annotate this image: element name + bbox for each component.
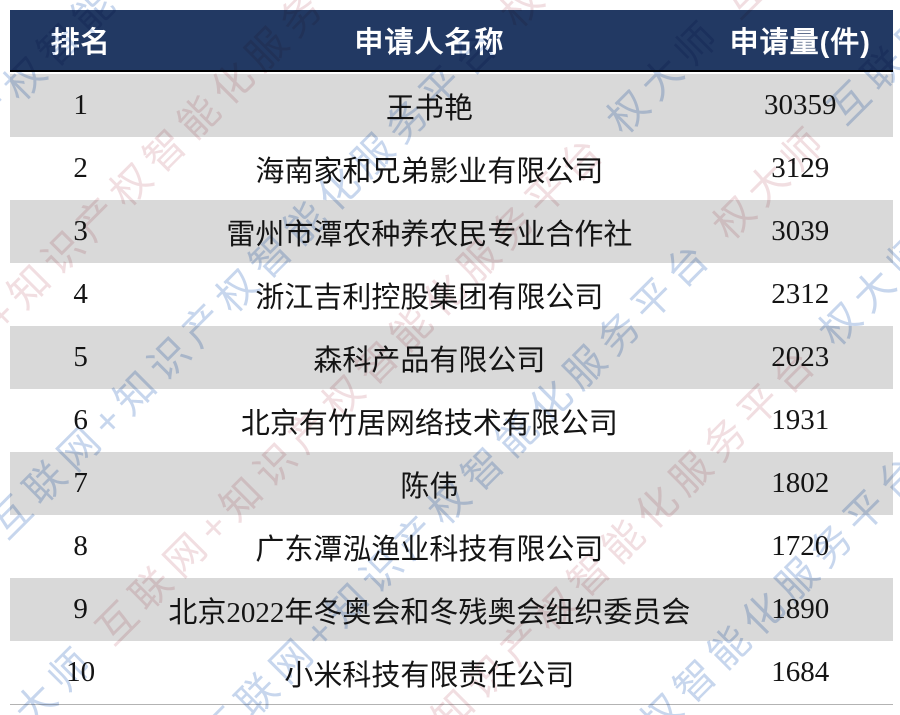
count-cell: 1890	[771, 593, 830, 625]
count-cell: 1684	[771, 656, 830, 688]
header-cell-applicant: 申请人名称	[354, 27, 505, 59]
rank-cell: 3	[73, 215, 88, 247]
count-cell: 2312	[771, 278, 830, 310]
count-cell: 1931	[771, 404, 830, 436]
name-cell: 浙江吉利控股集团有限公司	[255, 281, 604, 314]
rank-cell: 10	[66, 656, 96, 688]
table-row: 6 北京有竹居网络技术有限公司 1931	[10, 389, 893, 452]
table-row: 10 小米科技有限责任公司 1684	[10, 641, 893, 704]
name-cell: 陈伟	[400, 470, 459, 503]
name-cell: 北京2022年冬奥会和冬残奥会组织委员会	[168, 596, 691, 629]
table-body: 1 王书艳 30359 2 海南家和兄弟影业有限公司 3129 3 雷州市潭农种养农民专业合作…	[10, 74, 893, 704]
count-cell: 3039	[771, 215, 830, 247]
ranking-table: 排名 申请人名称 申请量(件) 1 王书艳 30359 2 海南家和兄弟影业有限公司 31…	[10, 10, 893, 705]
header-cell-count: 申请量(件)	[729, 27, 871, 59]
name-cell: 王书艳	[385, 92, 473, 125]
rank-cell: 8	[73, 530, 88, 562]
rank-cell: 7	[73, 467, 88, 499]
rank-cell: 4	[73, 278, 88, 310]
count-cell: 1802	[771, 467, 830, 499]
table-row: 3 雷州市潭农种养农民专业合作社 3039	[10, 200, 893, 263]
table-bottom-border	[10, 704, 893, 705]
count-cell: 30359	[764, 89, 837, 121]
rank-cell: 6	[73, 404, 88, 436]
table-row: 2 海南家和兄弟影业有限公司 3129	[10, 137, 893, 200]
table-row: 4 浙江吉利控股集团有限公司 2312	[10, 263, 893, 326]
rank-cell: 9	[73, 593, 88, 625]
header-cell-rank: 排名	[50, 27, 111, 59]
name-cell: 雷州市潭农种养农民专业合作社	[226, 218, 633, 251]
count-cell: 2023	[771, 341, 830, 373]
name-cell: 海南家和兄弟影业有限公司	[255, 155, 604, 188]
table-row: 9 北京2022年冬奥会和冬残奥会组织委员会 1890	[10, 578, 893, 641]
table-header: 排名 申请人名称 申请量(件)	[10, 10, 893, 72]
name-cell: 广东潭泓渔业科技有限公司	[255, 533, 604, 566]
table-row: 7 陈伟 1802	[10, 452, 893, 515]
rank-cell: 2	[73, 152, 88, 184]
count-cell: 3129	[771, 152, 830, 184]
name-cell: 北京有竹居网络技术有限公司	[240, 407, 618, 440]
name-cell: 森科产品有限公司	[313, 344, 546, 377]
name-cell: 小米科技有限责任公司	[284, 659, 575, 692]
rank-cell: 5	[73, 341, 88, 373]
rank-cell: 1	[73, 89, 88, 121]
count-cell: 1720	[771, 530, 830, 562]
table-row: 5 森科产品有限公司 2023	[10, 326, 893, 389]
table-row: 1 王书艳 30359	[10, 74, 893, 137]
table-row: 8 广东潭泓渔业科技有限公司 1720	[10, 515, 893, 578]
